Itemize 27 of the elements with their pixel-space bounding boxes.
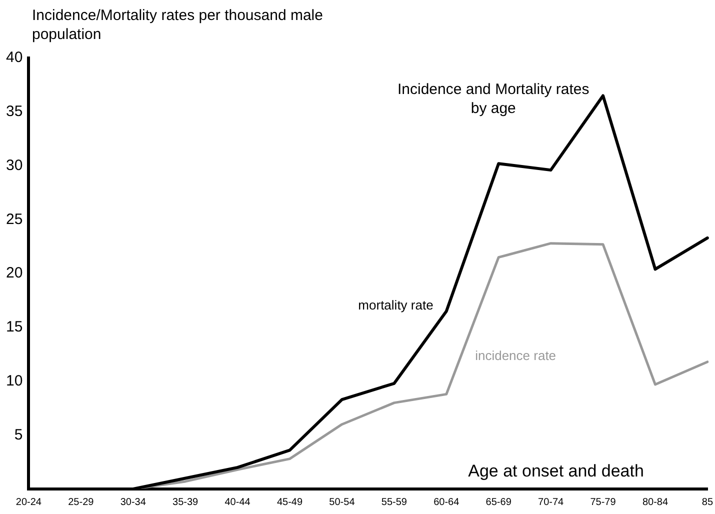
x-tick-label: 70-74 — [538, 496, 564, 508]
x-tick-label: 35-39 — [172, 496, 199, 508]
y-tick-label: 35 — [6, 103, 23, 120]
series-label: mortality rate — [358, 297, 434, 312]
x-tick-label: 30-34 — [120, 496, 146, 508]
y-axis-title: Incidence/Mortality rates per thousand male population — [32, 6, 324, 44]
y-tick-label: 10 — [6, 372, 23, 390]
x-tick-label: 60-64 — [434, 496, 460, 508]
x-tick-label: 65-69 — [486, 496, 512, 508]
x-axis-title: Age at onset and death — [468, 462, 644, 481]
y-tick-label: 15 — [6, 318, 23, 336]
x-tick-label: 85 — [702, 496, 714, 508]
x-tick-label: 40-44 — [224, 496, 251, 508]
x-tick-label: 55-59 — [381, 496, 408, 508]
x-tick-label: 80-84 — [642, 496, 668, 508]
y-tick-label: 30 — [6, 156, 23, 174]
x-tick-label: 25-29 — [68, 496, 94, 508]
y-tick-label: 25 — [6, 210, 23, 228]
text: Incidence and Mortality rates by age — [397, 81, 590, 118]
y-tick-label: 5 — [14, 426, 23, 444]
x-tick-label: 75-79 — [590, 496, 616, 508]
y-tick-label: 20 — [6, 264, 23, 282]
series-label: incidence rate — [475, 348, 556, 364]
y-tick-label: 40 — [6, 49, 23, 66]
x-tick-label: 50-54 — [329, 496, 356, 508]
x-tick-label: 20-24 — [16, 496, 42, 508]
x-tick-label: 45-49 — [276, 496, 303, 508]
